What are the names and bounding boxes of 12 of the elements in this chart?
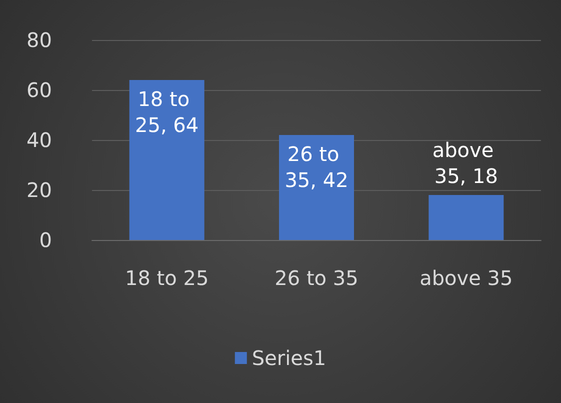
data-label: above 35, 18 bbox=[432, 138, 500, 188]
y-tick-label: 80 bbox=[26, 28, 52, 52]
x-tick-label: 18 to 25 bbox=[124, 266, 209, 290]
data-label: 26 to 35, 42 bbox=[284, 142, 348, 192]
y-tick-label: 0 bbox=[39, 228, 52, 252]
legend-label: Series1 bbox=[252, 346, 326, 370]
y-tick-label: 20 bbox=[26, 178, 52, 202]
x-tick-label: 26 to 35 bbox=[274, 266, 358, 290]
y-tick-label: 60 bbox=[26, 78, 52, 102]
x-tick-label: above 35 bbox=[420, 266, 513, 290]
data-label: 18 to 25, 64 bbox=[135, 87, 199, 137]
y-tick-label: 40 bbox=[26, 128, 52, 152]
